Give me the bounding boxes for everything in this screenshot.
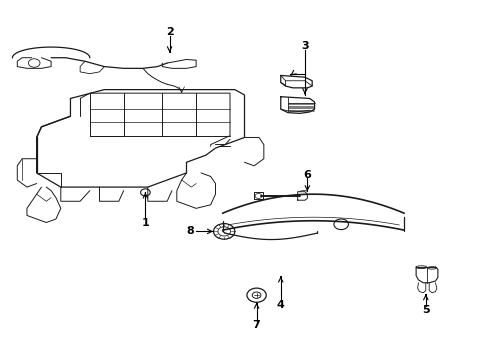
Text: 3: 3	[301, 41, 308, 51]
Text: 5: 5	[421, 305, 429, 315]
Text: 8: 8	[186, 226, 194, 237]
Text: 6: 6	[303, 170, 311, 180]
Text: 2: 2	[165, 27, 173, 37]
Text: 7: 7	[252, 320, 260, 330]
Text: 1: 1	[141, 217, 149, 228]
Text: 4: 4	[276, 300, 284, 310]
